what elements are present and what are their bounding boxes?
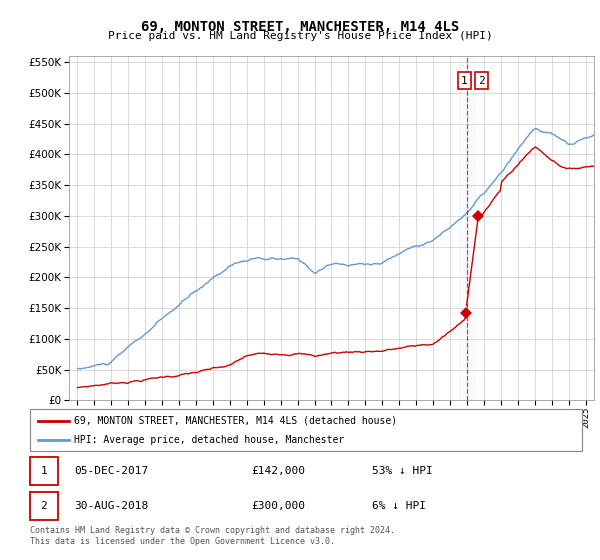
Text: 1: 1 [461, 76, 468, 86]
Text: 2: 2 [478, 76, 485, 86]
Text: 6% ↓ HPI: 6% ↓ HPI [372, 501, 426, 511]
Text: 69, MONTON STREET, MANCHESTER, M14 4LS (detached house): 69, MONTON STREET, MANCHESTER, M14 4LS (… [74, 416, 397, 426]
Text: 53% ↓ HPI: 53% ↓ HPI [372, 466, 433, 476]
Text: 30-AUG-2018: 30-AUG-2018 [74, 501, 148, 511]
Text: £142,000: £142,000 [251, 466, 305, 476]
Text: Price paid vs. HM Land Registry's House Price Index (HPI): Price paid vs. HM Land Registry's House … [107, 31, 493, 41]
FancyBboxPatch shape [30, 457, 58, 485]
Text: HPI: Average price, detached house, Manchester: HPI: Average price, detached house, Manc… [74, 435, 344, 445]
Bar [458, 56, 475, 400]
Text: 05-DEC-2017: 05-DEC-2017 [74, 466, 148, 476]
Text: £300,000: £300,000 [251, 501, 305, 511]
Text: 2: 2 [40, 501, 47, 511]
Text: 69, MONTON STREET, MANCHESTER, M14 4LS: 69, MONTON STREET, MANCHESTER, M14 4LS [141, 20, 459, 34]
FancyBboxPatch shape [30, 409, 582, 451]
FancyBboxPatch shape [30, 492, 58, 520]
Text: Contains HM Land Registry data © Crown copyright and database right 2024.
This d: Contains HM Land Registry data © Crown c… [30, 526, 395, 546]
Text: 1: 1 [40, 466, 47, 476]
